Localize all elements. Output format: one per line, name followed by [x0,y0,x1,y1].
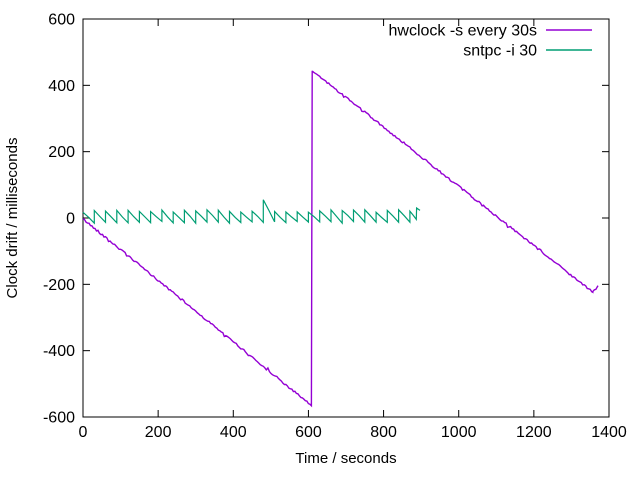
legend: hwclock -s every 30s sntpc -i 30 [389,23,592,60]
y-tick-label: -200 [43,277,75,294]
x-tick-label: 1200 [516,424,552,441]
y-axis-title: Clock drift / milliseconds [4,138,21,299]
x-tick-label: 200 [145,424,172,441]
x-tick-label: 600 [295,424,322,441]
legend-label-sntpc: sntpc -i 30 [463,43,537,60]
series-line-sntpc-i-30 [82,199,421,225]
x-tick-label: 1000 [441,424,477,441]
x-tick-label: 1400 [591,424,627,441]
series-line-hwclock-s-every-30s [82,70,599,408]
x-tick-label: 400 [220,424,247,441]
legend-label-hwclock: hwclock -s every 30s [389,23,538,40]
x-axis-title: Time / seconds [295,450,396,467]
y-tick-label: 0 [66,211,75,228]
y-tick-label: 600 [48,12,75,29]
y-tick-label: 400 [48,78,75,95]
x-tick-label: 800 [370,424,397,441]
y-tick-label: -600 [43,410,75,427]
x-tick-label: 0 [79,424,88,441]
y-tick-label: 200 [48,144,75,161]
y-tick-label: -400 [43,343,75,360]
